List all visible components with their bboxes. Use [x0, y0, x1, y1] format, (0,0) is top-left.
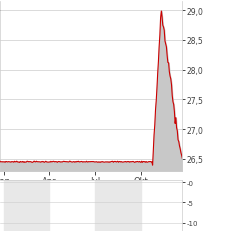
- Bar: [4, 180, 49, 231]
- Bar: [95, 180, 141, 231]
